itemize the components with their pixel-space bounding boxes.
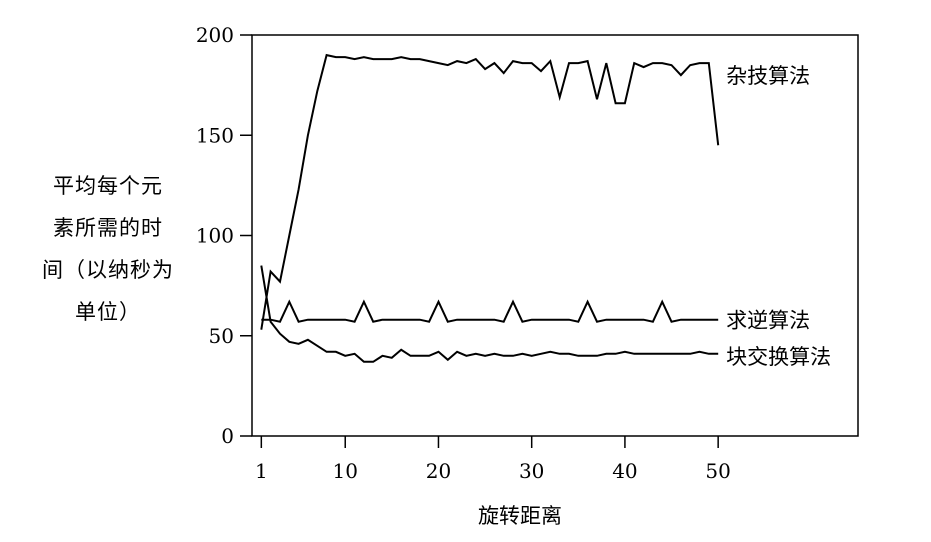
y-tick-label-150: 150 [196,123,234,147]
x-axis: 1 10 20 30 40 50 [255,436,731,483]
series-line-2 [261,299,719,323]
series-line-3 [260,265,719,363]
y-axis-label-line-1: 平均每个元 [53,174,163,198]
y-axis-label-line-4: 单位） [75,300,141,324]
x-tick-label-30: 30 [519,459,544,483]
plot-area [251,34,859,437]
y-axis-label-line-3: 间（以纳秒为 [42,258,174,282]
x-tick-label-1: 1 [255,459,268,483]
series-label-1: 杂技算法 [726,64,810,88]
series-label-3: 块交换算法 [726,345,831,369]
x-tick-label-40: 40 [612,459,637,483]
x-tick-label-20: 20 [426,459,451,483]
y-axis: 0 50 100 150 200 [196,23,252,448]
y-tick-label-100: 100 [196,224,234,248]
x-axis-label: 旋转距离 [478,504,562,528]
series-line-1 [260,53,720,330]
y-axis-label-line-2: 素所需的时 [53,216,163,240]
series-label-2: 求逆算法 [726,309,810,333]
series-lines [260,53,720,363]
y-tick-label-0: 0 [221,424,234,448]
y-tick-label-200: 200 [196,23,234,47]
x-tick-label-50: 50 [705,459,730,483]
y-tick-label-50: 50 [209,324,234,348]
x-tick-label-10: 10 [333,459,358,483]
